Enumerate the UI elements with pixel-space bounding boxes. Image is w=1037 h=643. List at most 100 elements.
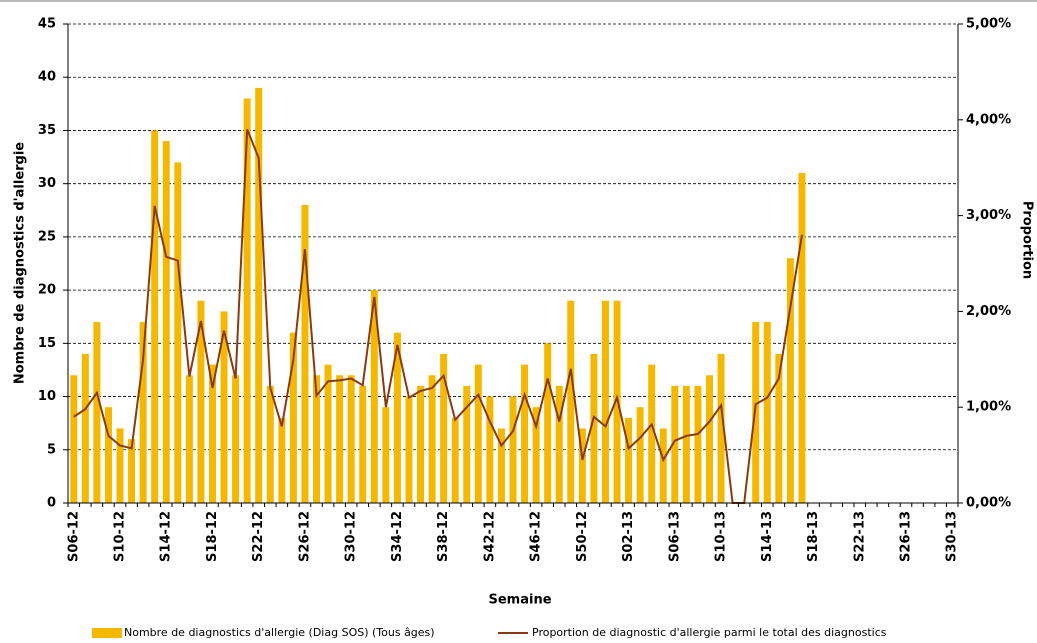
bar <box>370 290 378 503</box>
y2-tick-label: 1,00% <box>966 400 1011 415</box>
bar <box>81 353 89 503</box>
x-tick-label: S18-13 <box>806 511 821 562</box>
y-tick-label: 45 <box>38 17 56 32</box>
y-tick-label: 30 <box>38 176 56 191</box>
bar <box>405 396 413 503</box>
bar <box>220 311 228 503</box>
bar <box>451 417 459 503</box>
y2-tick-label: 3,00% <box>966 208 1011 223</box>
bar <box>428 375 436 503</box>
y-tick-label: 35 <box>38 123 56 138</box>
x-tick-label: S14-13 <box>760 511 775 562</box>
x-tick-label: S10-12 <box>113 511 128 562</box>
x-tick-label: S06-12 <box>66 511 81 562</box>
bar <box>255 87 263 503</box>
x-tick-label: S02-13 <box>621 511 636 562</box>
bar <box>463 385 471 503</box>
bar <box>567 300 575 503</box>
bar <box>497 428 505 503</box>
bar <box>775 353 783 503</box>
bar <box>104 407 112 503</box>
bar <box>636 407 644 503</box>
bar <box>694 385 702 503</box>
x-tick-label: S38-12 <box>436 511 451 562</box>
bar <box>601 300 609 503</box>
y2-tick-label: 2,00% <box>966 304 1011 319</box>
bar <box>324 364 332 503</box>
x-axis-title: Semaine <box>488 593 551 608</box>
bar <box>139 322 147 503</box>
bar <box>336 375 344 503</box>
bar <box>509 396 517 503</box>
legend-swatch <box>92 628 122 638</box>
bar <box>185 375 193 503</box>
y2-tick-label: 4,00% <box>966 112 1011 127</box>
y-tick-label: 5 <box>47 442 56 457</box>
bar <box>532 407 540 503</box>
bar <box>359 385 367 503</box>
y2-axis-title: Proportion <box>1020 201 1035 279</box>
x-tick-label: S26-12 <box>297 511 312 562</box>
y-tick-label: 25 <box>38 229 56 244</box>
bar <box>717 353 725 503</box>
bar <box>174 162 182 503</box>
legend-label: Nombre de diagnostics d'allergie (Diag S… <box>124 626 435 639</box>
bar <box>648 364 656 503</box>
y2-tick-label: 5,00% <box>966 17 1011 32</box>
y-tick-label: 0 <box>47 496 56 511</box>
bar <box>682 385 690 503</box>
line <box>73 129 803 504</box>
bar <box>578 428 586 503</box>
bar <box>786 258 794 503</box>
bar <box>486 396 494 503</box>
bar <box>151 130 159 503</box>
y2-tick-label: 0,00% <box>966 496 1011 511</box>
bar <box>705 375 713 503</box>
y-tick-label: 20 <box>38 283 56 298</box>
bar <box>162 141 170 504</box>
bar <box>625 417 633 503</box>
bar <box>93 322 101 503</box>
bar <box>393 332 401 503</box>
bar <box>798 173 806 503</box>
bar <box>417 385 425 503</box>
bar <box>347 375 355 503</box>
x-tick-label: S10-13 <box>714 511 729 562</box>
bar <box>763 322 771 503</box>
x-tick-label: S18-12 <box>205 511 220 562</box>
bar <box>382 407 390 503</box>
x-tick-label: S42-12 <box>482 511 497 562</box>
x-tick-label: S06-13 <box>667 511 682 562</box>
bar <box>266 385 274 503</box>
bar <box>313 375 321 503</box>
y-tick-label: 40 <box>38 70 56 85</box>
bar <box>243 98 251 503</box>
x-tick-label: S22-12 <box>251 511 266 562</box>
x-tick-label: S26-13 <box>898 511 913 562</box>
x-tick-label: S14-12 <box>159 511 174 562</box>
bar <box>232 375 240 503</box>
bar <box>521 364 529 503</box>
x-tick-label: S22-13 <box>852 511 867 562</box>
bar <box>278 417 286 503</box>
y-tick-label: 10 <box>38 389 56 404</box>
bar <box>208 364 216 503</box>
bar <box>474 364 482 503</box>
x-tick-label: S34-12 <box>390 511 405 562</box>
bar <box>440 353 448 503</box>
bar <box>544 343 552 503</box>
bar <box>555 385 563 503</box>
bar <box>289 332 297 503</box>
bar <box>659 428 667 503</box>
bar <box>197 300 205 503</box>
x-tick-label: S50-12 <box>575 511 590 562</box>
bar <box>128 439 136 503</box>
bar <box>671 385 679 503</box>
x-tick-label: S46-12 <box>529 511 544 562</box>
x-tick-label: S30-12 <box>344 511 359 562</box>
y-axis-title: Nombre de diagnostics d'allergie <box>13 142 28 384</box>
legend-label: Proportion de diagnostic d'allergie parm… <box>532 626 887 639</box>
bar <box>70 375 78 503</box>
